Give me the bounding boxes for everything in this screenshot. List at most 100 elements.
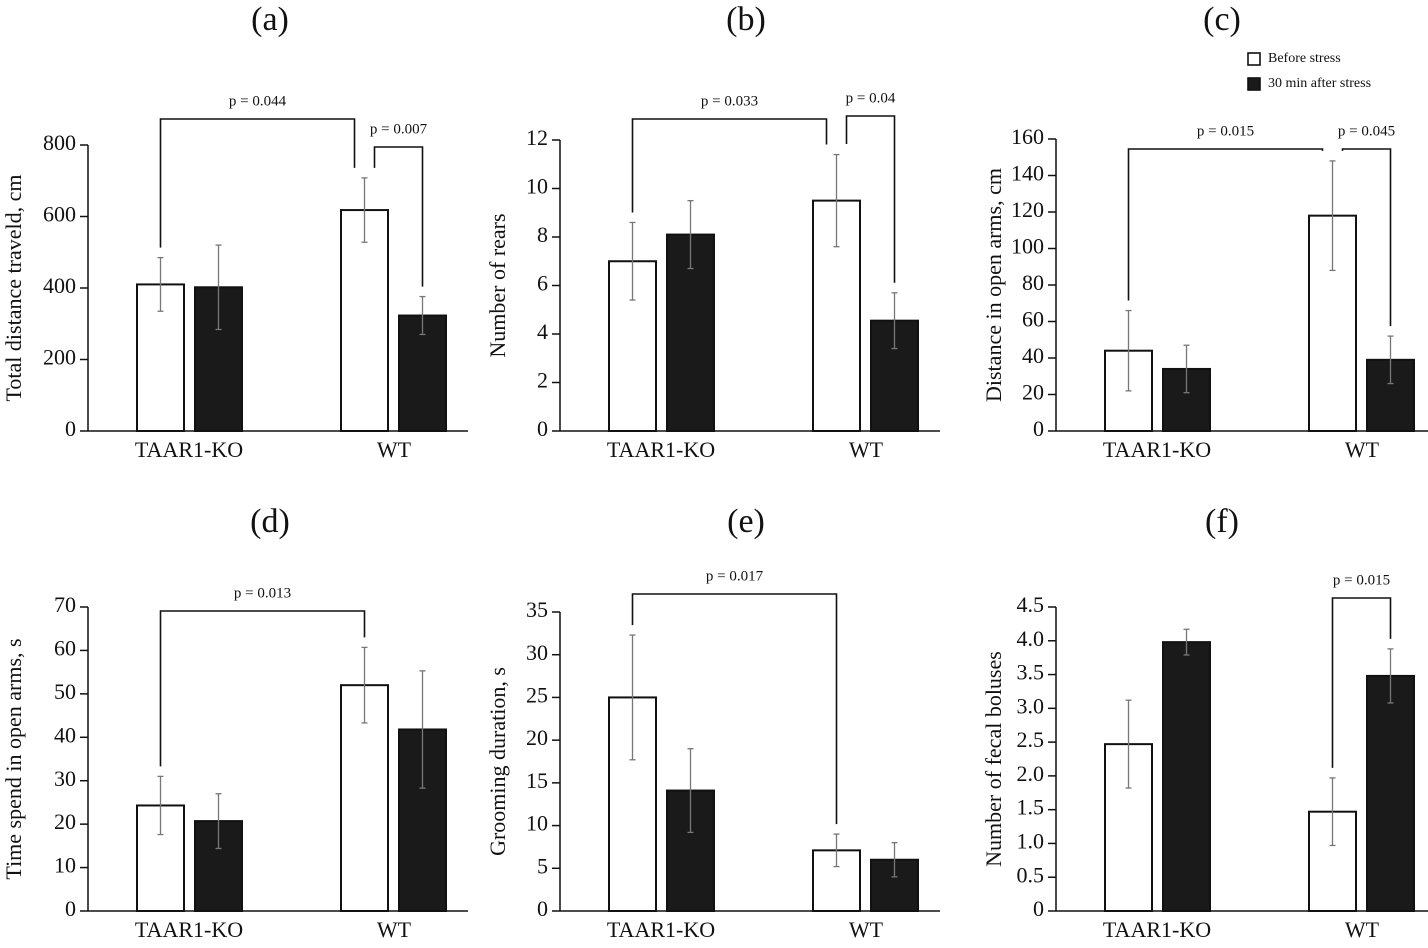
- y-tick-label: 6: [537, 271, 548, 296]
- y-tick-label: 120: [1011, 197, 1044, 222]
- error-bar: [833, 833, 840, 868]
- y-tick-label: 0: [65, 416, 76, 441]
- x-tick-label: WT: [377, 437, 412, 462]
- y-tick-label: 0: [537, 896, 548, 921]
- y-tick-label: 100: [1011, 234, 1044, 259]
- legend-label: 30 min after stress: [1268, 76, 1371, 91]
- error-bar: [687, 748, 694, 834]
- y-tick-label: 4: [537, 319, 548, 344]
- panel-title: (c): [1203, 1, 1241, 38]
- y-tick-label: 600: [43, 202, 76, 227]
- legend-swatch: [1247, 77, 1261, 91]
- y-tick-label: 0: [1033, 416, 1044, 441]
- y-tick-label: 20: [1022, 380, 1044, 405]
- bar: [398, 314, 447, 432]
- error-bar: [157, 775, 164, 836]
- y-tick-label: 12: [526, 125, 548, 150]
- y-tick-label: 25: [526, 682, 548, 707]
- x-tick-label: TAAR1-KO: [135, 917, 243, 942]
- y-tick-label: 15: [526, 768, 548, 793]
- significance-bracket: [1341, 148, 1392, 327]
- y-tick-label: 2.5: [1017, 727, 1045, 752]
- significance-bracket: [159, 118, 356, 248]
- y-tick-label: 10: [54, 853, 76, 878]
- x-tick-label: WT: [1345, 437, 1380, 462]
- y-tick-label: 60: [1022, 307, 1044, 332]
- y-tick-label: 30: [526, 640, 548, 665]
- y-tick-label: 30: [54, 766, 76, 791]
- error-bar: [215, 244, 222, 331]
- y-tick-label: 40: [1022, 343, 1044, 368]
- significance-bracket: [1331, 597, 1392, 768]
- error-bar: [157, 256, 164, 312]
- y-tick-label: 80: [1022, 270, 1044, 295]
- legend-swatch: [1247, 52, 1261, 66]
- y-tick-label: 4.5: [1017, 592, 1045, 617]
- y-tick-label: 10: [526, 811, 548, 836]
- y-axis-label: Grooming duration, s: [485, 667, 510, 856]
- y-tick-label: 20: [526, 725, 548, 750]
- p-value: p = 0.015: [1197, 123, 1254, 139]
- significance-bracket: [631, 118, 828, 213]
- significance-bracket: [845, 115, 896, 283]
- error-bar: [891, 842, 898, 878]
- bar: [666, 233, 715, 432]
- legend-label: Before stress: [1268, 51, 1341, 66]
- y-tick-label: 20: [54, 809, 76, 834]
- panel-title: (a): [251, 1, 289, 38]
- error-bar: [361, 646, 368, 724]
- panel-title: (f): [1205, 503, 1239, 540]
- error-bar: [1329, 777, 1336, 847]
- y-axis-label: Number of fecal boluses: [981, 651, 1006, 867]
- y-tick-label: 70: [54, 592, 76, 617]
- error-bar: [1387, 648, 1394, 704]
- p-value: p = 0.045: [1338, 123, 1395, 139]
- y-tick-label: 0: [65, 896, 76, 921]
- y-tick-label: 40: [54, 722, 76, 747]
- significance-bracket: [631, 593, 838, 825]
- y-tick-label: 0: [1033, 896, 1044, 921]
- significance-bracket: [159, 610, 366, 767]
- error-bar: [419, 670, 426, 789]
- y-tick-label: 35: [526, 597, 548, 622]
- y-tick-label: 160: [1011, 124, 1044, 149]
- p-value: p = 0.007: [370, 121, 428, 137]
- x-tick-label: TAAR1-KO: [135, 437, 243, 462]
- y-tick-label: 200: [43, 345, 76, 370]
- p-value: p = 0.015: [1333, 572, 1390, 588]
- bar: [1366, 674, 1415, 913]
- error-bar: [215, 793, 222, 850]
- x-tick-label: TAAR1-KO: [607, 917, 715, 942]
- y-tick-label: 4.0: [1017, 626, 1045, 651]
- x-tick-label: WT: [377, 917, 412, 942]
- y-tick-label: 800: [43, 130, 76, 155]
- p-value: p = 0.013: [234, 585, 291, 601]
- bar: [340, 209, 389, 432]
- significance-bracket: [373, 146, 424, 287]
- panel-title: (e): [727, 503, 765, 540]
- x-tick-label: WT: [1345, 917, 1380, 942]
- y-axis-label: Total distance traveld, cm: [1, 175, 26, 402]
- y-tick-label: 2.0: [1017, 761, 1045, 786]
- significance-bracket: [1127, 148, 1324, 301]
- error-bar: [1125, 309, 1132, 392]
- y-tick-label: 3.5: [1017, 660, 1045, 685]
- x-tick-label: WT: [849, 437, 884, 462]
- x-tick-label: TAAR1-KO: [607, 437, 715, 462]
- y-axis-label: Distance in open arms, cm: [981, 168, 1006, 402]
- p-value: p = 0.04: [846, 90, 896, 106]
- p-value: p = 0.044: [229, 93, 287, 109]
- y-tick-label: 2: [537, 368, 548, 393]
- error-bar: [1329, 160, 1336, 272]
- error-bar: [419, 295, 426, 336]
- x-tick-label: WT: [849, 917, 884, 942]
- error-bar: [361, 177, 368, 243]
- y-axis-label: Number of rears: [485, 213, 510, 357]
- y-tick-label: 10: [526, 174, 548, 199]
- x-tick-label: TAAR1-KO: [1103, 437, 1211, 462]
- panel-title: (d): [250, 503, 290, 540]
- y-axis-label: Time spend in open arms, s: [1, 638, 26, 879]
- y-tick-label: 1.0: [1017, 828, 1045, 853]
- error-bar: [1183, 628, 1190, 656]
